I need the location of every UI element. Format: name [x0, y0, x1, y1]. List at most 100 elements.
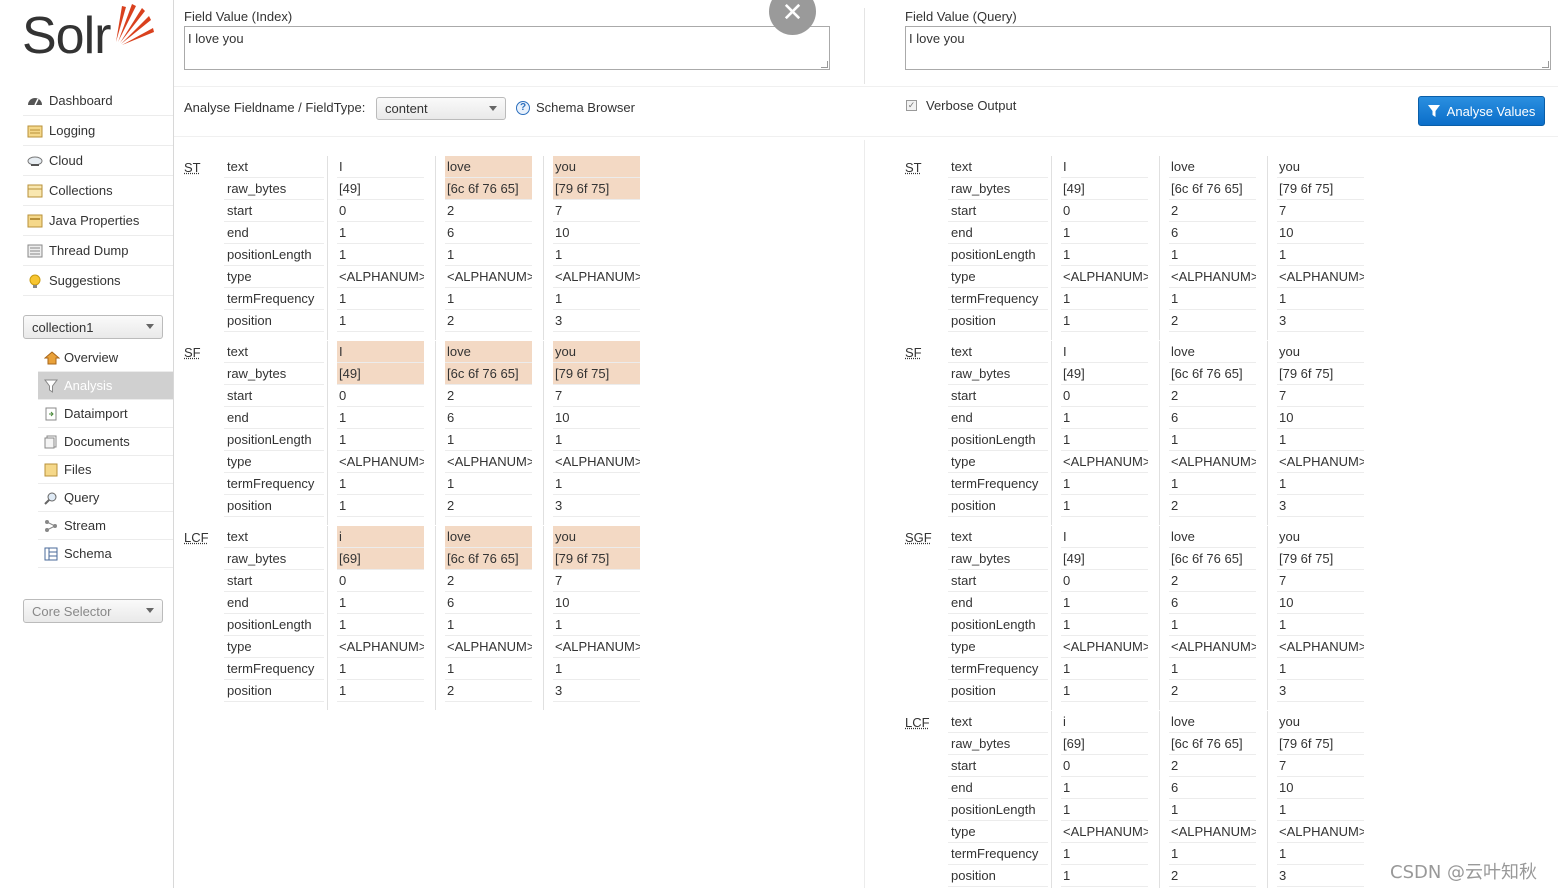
token-column-divider: [543, 341, 544, 525]
field-name: type: [948, 266, 1048, 288]
token-value: I: [337, 156, 424, 178]
nav-item-collections[interactable]: Collections: [23, 176, 173, 206]
token-value: 0: [337, 385, 424, 407]
token-column-divider: [1267, 526, 1268, 710]
chevron-down-icon: [146, 324, 154, 329]
stage-abbr[interactable]: SGF: [905, 530, 932, 545]
token-column-divider: [1159, 526, 1160, 710]
nav-item-label: Dashboard: [49, 93, 113, 108]
subnav-item-label: Stream: [64, 518, 106, 533]
field-name: raw_bytes: [948, 363, 1048, 385]
token-value: <ALPHANUM>: [1169, 451, 1256, 473]
token-column-divider: [543, 156, 544, 340]
core-selector[interactable]: Core Selector: [23, 599, 163, 623]
token-value: 0: [1061, 755, 1148, 777]
subnav-item-documents[interactable]: Documents: [38, 428, 173, 456]
analyse-values-button[interactable]: Analyse Values: [1418, 96, 1545, 126]
stage-abbr[interactable]: ST: [184, 160, 201, 175]
token-value: [79 6f 75]: [553, 363, 640, 385]
field-name: type: [224, 636, 324, 658]
field-name: end: [948, 222, 1048, 244]
stage-abbr[interactable]: ST: [905, 160, 922, 175]
subnav-item-overview[interactable]: Overview: [38, 344, 173, 372]
token-value: [69]: [337, 548, 424, 570]
token-value: 2: [445, 310, 532, 332]
token-value: I: [337, 341, 424, 363]
token-value: <ALPHANUM>: [1169, 821, 1256, 843]
field-name: position: [948, 310, 1048, 332]
token-value: 1: [1277, 288, 1364, 310]
token-value: 7: [1277, 755, 1364, 777]
index-field-value[interactable]: I love you: [184, 26, 830, 70]
core-selector-value: Core Selector: [32, 604, 111, 619]
token-value: 1: [1169, 244, 1256, 266]
token-value: 2: [445, 570, 532, 592]
token-value: 1: [1169, 288, 1256, 310]
help-icon: ?: [516, 101, 530, 115]
stage-abbr[interactable]: LCF: [184, 530, 209, 545]
folder-icon: [44, 463, 60, 477]
field-name: termFrequency: [948, 473, 1048, 495]
field-name: termFrequency: [224, 658, 324, 680]
stage-abbr[interactable]: LCF: [905, 715, 930, 730]
collection-select[interactable]: collection1: [23, 315, 163, 339]
token-value: 1: [553, 473, 640, 495]
field-name: position: [948, 495, 1048, 517]
stage-abbr[interactable]: SF: [905, 345, 922, 360]
field-name: raw_bytes: [224, 178, 324, 200]
token-value: 1: [445, 614, 532, 636]
token-value: 1: [1169, 799, 1256, 821]
subnav-item-dataimport[interactable]: Dataimport: [38, 400, 173, 428]
nav-item-label: Suggestions: [49, 273, 121, 288]
nav-item-suggestions[interactable]: Suggestions: [23, 266, 173, 296]
query-field-text: I love you: [909, 31, 965, 46]
nav-item-thread-dump[interactable]: Thread Dump: [23, 236, 173, 266]
nav-item-label: Collections: [49, 183, 113, 198]
token-value: 1: [1061, 473, 1148, 495]
verbose-output-checkbox[interactable]: ✓: [906, 100, 917, 111]
token-value: love: [1169, 156, 1256, 178]
token-value: 2: [445, 495, 532, 517]
field-name: raw_bytes: [948, 178, 1048, 200]
subnav-item-files[interactable]: Files: [38, 456, 173, 484]
fieldtype-select[interactable]: content: [376, 97, 506, 120]
stage-abbr[interactable]: SF: [184, 345, 201, 360]
resize-grip-icon[interactable]: [1542, 61, 1549, 68]
analyse-values-label: Analyse Values: [1447, 104, 1536, 119]
nav-item-cloud[interactable]: Cloud: [23, 146, 173, 176]
nav-item-dashboard[interactable]: Dashboard: [23, 86, 173, 116]
token-value: 2: [1169, 310, 1256, 332]
token-value: 6: [445, 407, 532, 429]
token-value: you: [1277, 526, 1364, 548]
field-name: position: [224, 310, 324, 332]
token-column-divider: [1159, 156, 1160, 340]
token-value: 1: [445, 244, 532, 266]
field-name: position: [224, 680, 324, 702]
token-value: you: [553, 526, 640, 548]
subnav-item-schema[interactable]: Schema: [38, 540, 173, 568]
schema-browser-link[interactable]: ? Schema Browser: [516, 100, 635, 115]
subnav-item-stream[interactable]: Stream: [38, 512, 173, 540]
token-value: 1: [1169, 843, 1256, 865]
query-field-value[interactable]: I love you: [905, 26, 1551, 70]
field-name: positionLength: [948, 614, 1048, 636]
subnav-item-label: Dataimport: [64, 406, 128, 421]
resize-grip-icon[interactable]: [821, 61, 828, 68]
token-value: 3: [1277, 495, 1364, 517]
subnav-item-analysis[interactable]: Analysis: [38, 372, 173, 400]
token-value: [79 6f 75]: [1277, 733, 1364, 755]
token-value: [6c 6f 76 65]: [445, 178, 532, 200]
stream-icon: [44, 519, 60, 533]
token-value: <ALPHANUM>: [1169, 266, 1256, 288]
token-value: [79 6f 75]: [1277, 548, 1364, 570]
token-value: <ALPHANUM>: [1277, 451, 1364, 473]
nav-item-java-properties[interactable]: Java Properties: [23, 206, 173, 236]
field-name: start: [224, 200, 324, 222]
solr-logo[interactable]: Solr: [22, 2, 162, 66]
token-value: 0: [337, 200, 424, 222]
nav-item-logging[interactable]: Logging: [23, 116, 173, 146]
field-name: end: [224, 592, 324, 614]
token-value: 2: [445, 385, 532, 407]
token-column-divider: [1051, 711, 1052, 888]
subnav-item-query[interactable]: Query: [38, 484, 173, 512]
